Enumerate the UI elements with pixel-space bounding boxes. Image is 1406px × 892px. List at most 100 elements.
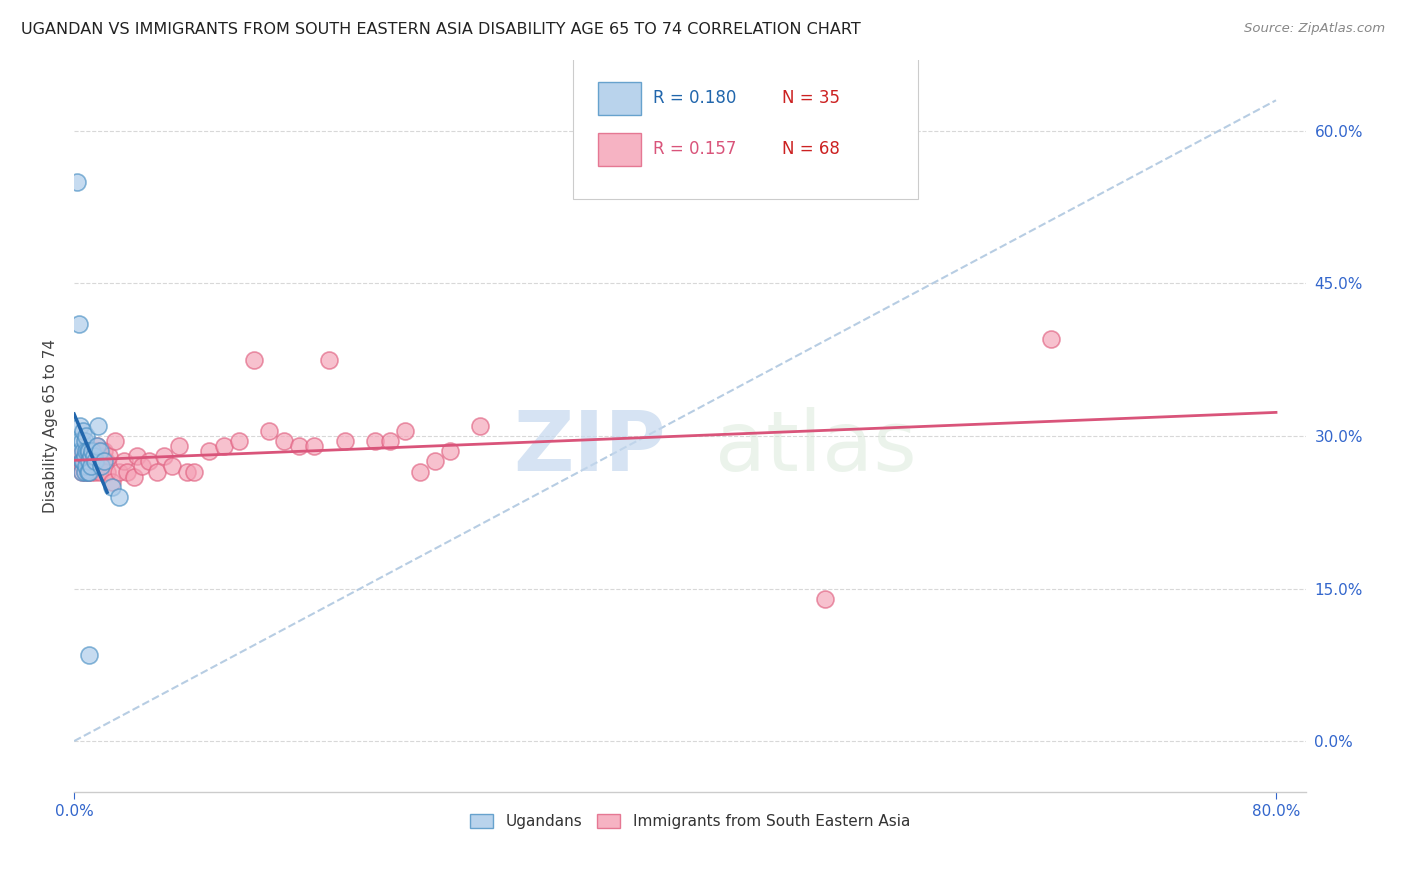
- Point: [75, 459, 97, 474]
- FancyBboxPatch shape: [598, 81, 641, 114]
- Text: atlas: atlas: [714, 408, 917, 488]
- Point: [243, 352, 266, 367]
- Point: [198, 444, 221, 458]
- Point: [70, 434, 93, 448]
- Point: [72, 454, 94, 468]
- Point: [84, 454, 107, 468]
- Point: [304, 439, 326, 453]
- Point: [82, 444, 104, 458]
- Point: [69, 418, 91, 433]
- Point: [77, 648, 100, 662]
- Point: [363, 434, 385, 448]
- Point: [73, 434, 96, 448]
- Point: [75, 459, 97, 474]
- Point: [84, 465, 107, 479]
- FancyBboxPatch shape: [574, 56, 918, 199]
- Point: [318, 352, 340, 367]
- Point: [288, 439, 311, 453]
- Point: [439, 444, 461, 458]
- Point: [96, 465, 118, 479]
- Text: R = 0.180: R = 0.180: [654, 88, 737, 107]
- Point: [127, 450, 149, 464]
- Text: UGANDAN VS IMMIGRANTS FROM SOUTH EASTERN ASIA DISABILITY AGE 65 TO 74 CORRELATIO: UGANDAN VS IMMIGRANTS FROM SOUTH EASTERN…: [21, 22, 860, 37]
- Point: [86, 439, 108, 453]
- Point: [73, 465, 96, 479]
- Point: [100, 475, 122, 489]
- Point: [76, 465, 98, 479]
- Point: [214, 439, 236, 453]
- Point: [97, 450, 120, 464]
- Point: [66, 454, 89, 468]
- Point: [72, 450, 94, 464]
- Point: [145, 465, 167, 479]
- Point: [72, 444, 94, 458]
- Point: [176, 465, 198, 479]
- Point: [79, 450, 101, 464]
- Point: [94, 454, 117, 468]
- Point: [108, 490, 131, 504]
- Point: [131, 459, 153, 474]
- Point: [77, 444, 100, 458]
- Point: [76, 465, 98, 479]
- Point: [77, 454, 100, 468]
- Point: [70, 465, 93, 479]
- Point: [73, 454, 96, 468]
- Point: [273, 434, 295, 448]
- Text: N = 35: N = 35: [783, 88, 841, 107]
- Point: [69, 459, 91, 474]
- Point: [87, 418, 110, 433]
- Point: [112, 454, 135, 468]
- Point: [75, 450, 97, 464]
- Point: [75, 429, 97, 443]
- Point: [160, 459, 183, 474]
- Point: [70, 454, 93, 468]
- Point: [73, 465, 96, 479]
- Point: [67, 317, 90, 331]
- Point: [69, 444, 91, 458]
- Point: [76, 444, 98, 458]
- Point: [83, 459, 105, 474]
- Point: [333, 434, 356, 448]
- Text: Source: ZipAtlas.com: Source: ZipAtlas.com: [1244, 22, 1385, 36]
- Point: [75, 444, 97, 458]
- Point: [1039, 332, 1062, 346]
- Point: [86, 439, 108, 453]
- Text: N = 68: N = 68: [783, 140, 841, 158]
- Point: [108, 465, 131, 479]
- Point: [83, 450, 105, 464]
- Point: [378, 434, 401, 448]
- Point: [89, 444, 111, 458]
- Point: [468, 418, 491, 433]
- Point: [77, 459, 100, 474]
- Point: [93, 444, 115, 458]
- Point: [72, 424, 94, 438]
- Point: [408, 465, 430, 479]
- Point: [122, 469, 145, 483]
- Point: [138, 454, 160, 468]
- Point: [87, 459, 110, 474]
- Point: [77, 444, 100, 458]
- Point: [82, 454, 104, 468]
- Point: [100, 480, 122, 494]
- Point: [69, 450, 91, 464]
- Point: [76, 454, 98, 468]
- Point: [183, 465, 205, 479]
- Point: [79, 465, 101, 479]
- Point: [90, 450, 112, 464]
- Y-axis label: Disability Age 65 to 74: Disability Age 65 to 74: [44, 339, 58, 513]
- Point: [259, 424, 281, 438]
- Point: [115, 465, 138, 479]
- Legend: Ugandans, Immigrants from South Eastern Asia: Ugandans, Immigrants from South Eastern …: [464, 808, 917, 836]
- Point: [77, 465, 100, 479]
- Point: [72, 459, 94, 474]
- Point: [73, 450, 96, 464]
- Point: [70, 465, 93, 479]
- Point: [104, 434, 127, 448]
- Point: [66, 175, 89, 189]
- FancyBboxPatch shape: [598, 133, 641, 166]
- Point: [67, 434, 90, 448]
- Point: [167, 439, 190, 453]
- Point: [79, 459, 101, 474]
- Point: [89, 465, 111, 479]
- Point: [153, 450, 176, 464]
